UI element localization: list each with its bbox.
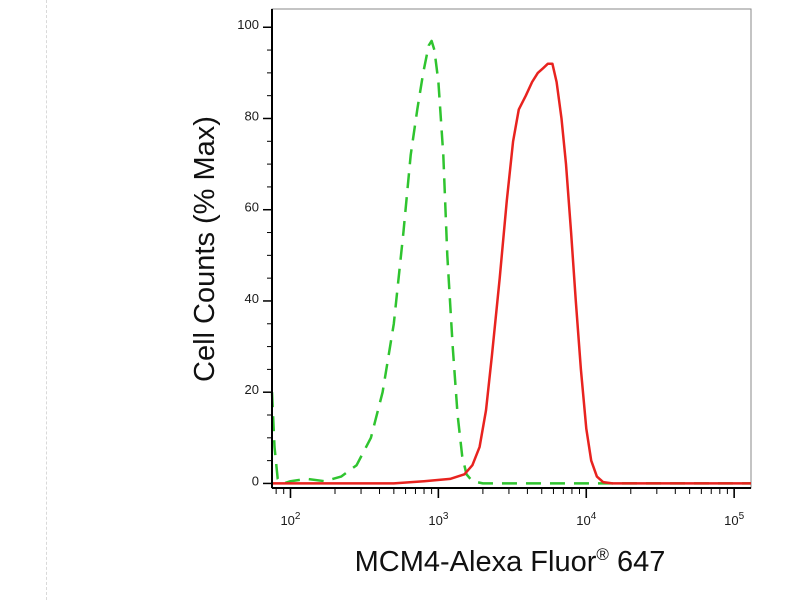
registered-mark: ® xyxy=(596,545,609,564)
plot-frame xyxy=(271,8,752,489)
x-tick-label-base: 10 xyxy=(576,513,590,528)
x-tick-label: 103 xyxy=(428,511,448,528)
y-tick-label: 40 xyxy=(245,291,259,306)
x-tick-label-exponent: 4 xyxy=(591,511,597,522)
y-axis-title: Cell Counts (% Max) xyxy=(189,116,221,382)
x-tick-label-exponent: 3 xyxy=(443,511,449,522)
series-layer xyxy=(270,39,751,485)
x-tick-label-exponent: 2 xyxy=(295,511,301,522)
x-tick-label: 105 xyxy=(724,511,744,528)
x-tick-label-base: 10 xyxy=(428,513,442,528)
x-tick-label: 104 xyxy=(576,511,596,528)
x-axis-title: MCM4-Alexa Fluor® 647 xyxy=(355,545,666,578)
x-axis-title-suffix: 647 xyxy=(609,546,665,578)
y-tick-label: 80 xyxy=(245,108,259,123)
x-ticks: 102 103 104 105 xyxy=(275,488,745,528)
x-tick-label-exponent: 5 xyxy=(739,511,745,522)
histogram-series-1 xyxy=(270,39,751,485)
y-tick-label: 60 xyxy=(245,200,259,215)
y-tick-label: 20 xyxy=(245,382,259,397)
y-tick-label: 100 xyxy=(237,17,259,32)
y-tick-label: 0 xyxy=(252,473,259,488)
histogram-series-2 xyxy=(272,62,751,485)
x-axis-title-main: MCM4-Alexa Fluor xyxy=(355,546,597,578)
page-border-line xyxy=(46,0,47,600)
x-tick-label-base: 10 xyxy=(280,513,294,528)
y-ticks: 0 20 40 60 80 100 xyxy=(237,17,272,488)
x-tick-label-base: 10 xyxy=(724,513,738,528)
x-tick-label: 102 xyxy=(280,511,300,528)
